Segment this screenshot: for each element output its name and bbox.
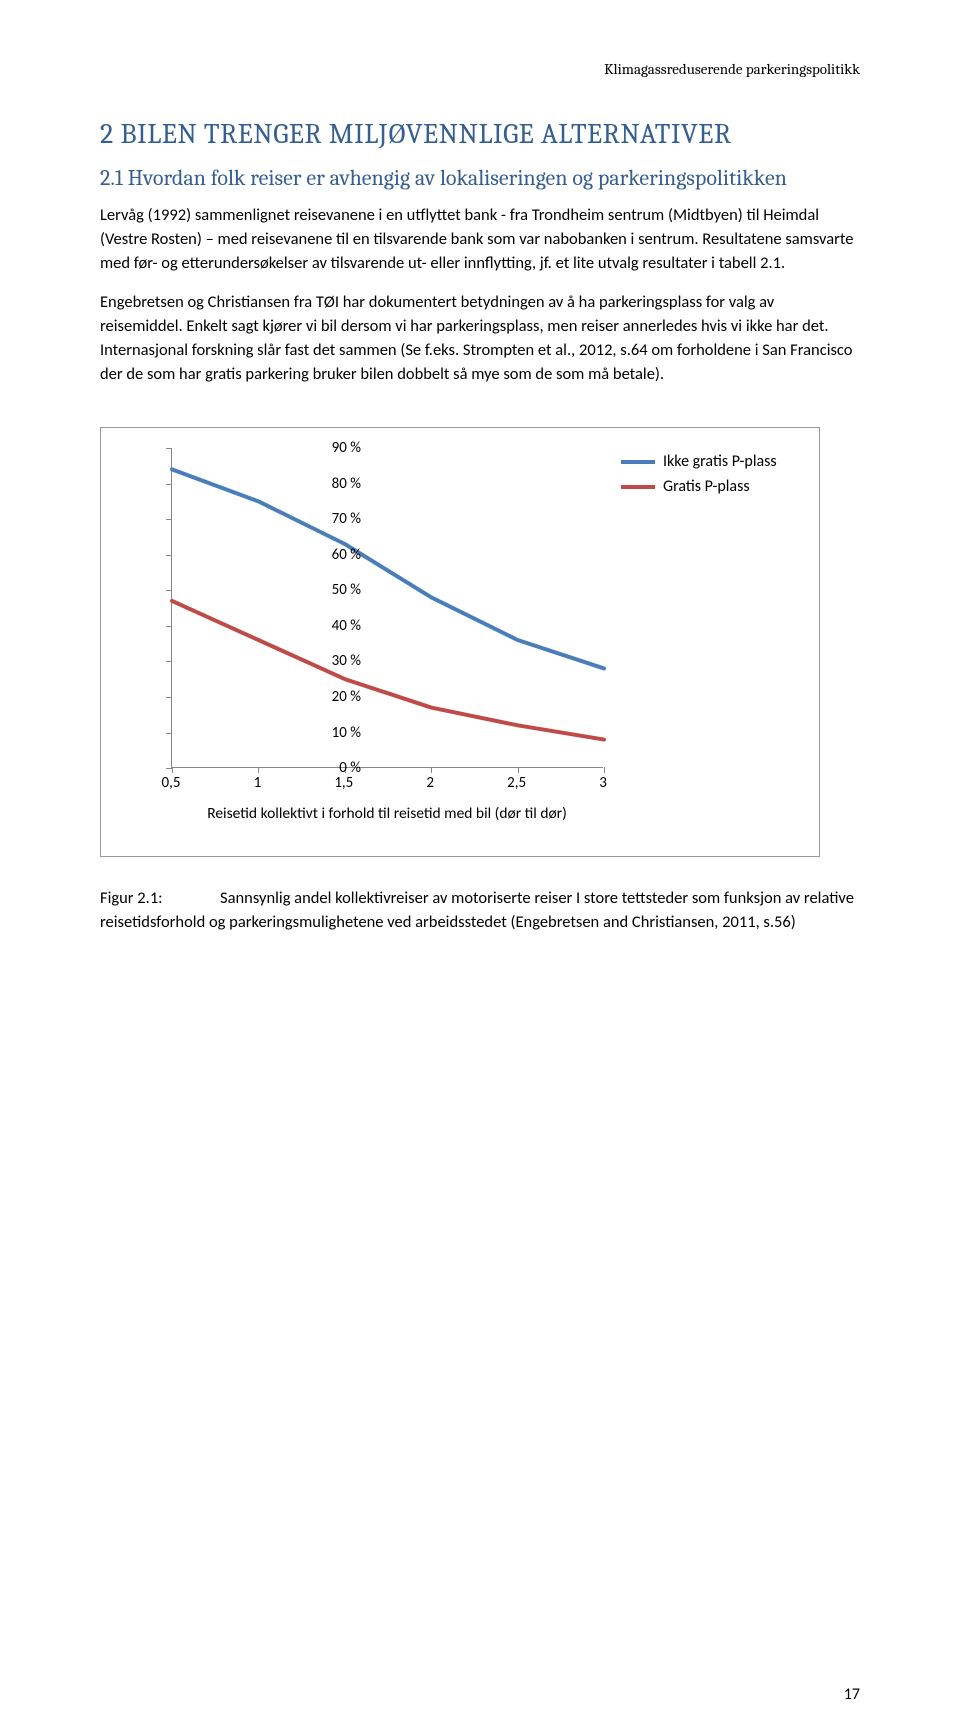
running-head: Klimagassreduserende parkeringspolitikk bbox=[100, 60, 860, 78]
x-tick bbox=[172, 767, 173, 773]
legend-label-2: Gratis P-plass bbox=[663, 477, 750, 496]
x-tick bbox=[431, 767, 432, 773]
y-tick bbox=[166, 484, 172, 485]
y-tick-label: 80 % bbox=[311, 475, 361, 493]
x-tick bbox=[258, 767, 259, 773]
x-tick bbox=[604, 767, 605, 773]
paragraph-1: Lervåg (1992) sammenlignet reisevanene i… bbox=[100, 204, 860, 276]
y-tick bbox=[166, 590, 172, 591]
y-tick-label: 20 % bbox=[311, 688, 361, 706]
x-tick-label: 3 bbox=[599, 774, 607, 792]
y-tick bbox=[166, 661, 172, 662]
y-tick bbox=[166, 733, 172, 734]
page-number: 17 bbox=[844, 1685, 860, 1704]
y-tick bbox=[166, 448, 172, 449]
y-tick-label: 70 % bbox=[311, 510, 361, 528]
x-tick-label: 1,5 bbox=[334, 774, 353, 792]
chart-plot-area bbox=[171, 448, 603, 768]
legend-item-2: Gratis P-plass bbox=[621, 477, 777, 496]
figure-caption: Figur 2.1:Sannsynlig andel kollektivreis… bbox=[100, 887, 860, 935]
legend-swatch-2 bbox=[621, 485, 655, 489]
subsection-heading: 2.1 Hvordan folk reiser er avhengig av l… bbox=[100, 164, 860, 194]
figure-label: Figur 2.1: bbox=[100, 887, 220, 911]
x-tick-label: 2,5 bbox=[507, 774, 526, 792]
chart-lines-svg bbox=[172, 448, 604, 768]
y-tick-label: 90 % bbox=[311, 439, 361, 457]
x-tick-label: 0,5 bbox=[162, 774, 181, 792]
legend-swatch-1 bbox=[621, 460, 655, 464]
x-tick-label: 1 bbox=[254, 774, 262, 792]
y-tick-label: 10 % bbox=[311, 724, 361, 742]
y-tick-label: 60 % bbox=[311, 546, 361, 564]
x-tick-label: 2 bbox=[426, 774, 434, 792]
x-tick bbox=[518, 767, 519, 773]
line-chart: Ikke gratis P-plass Gratis P-plass Reise… bbox=[100, 427, 820, 857]
y-tick-label: 50 % bbox=[311, 581, 361, 599]
chart-legend: Ikke gratis P-plass Gratis P-plass bbox=[621, 452, 777, 502]
legend-item-1: Ikke gratis P-plass bbox=[621, 452, 777, 471]
y-tick bbox=[166, 519, 172, 520]
y-tick-label: 40 % bbox=[311, 617, 361, 635]
chart-x-axis-title: Reisetid kollektivt i forhold til reiset… bbox=[171, 804, 603, 823]
y-tick bbox=[166, 626, 172, 627]
section-heading: 2 BILEN TRENGER MILJØVENNLIGE ALTERNATIV… bbox=[100, 118, 860, 150]
paragraph-2: Engebretsen og Christiansen fra TØI har … bbox=[100, 291, 860, 387]
y-tick-label: 30 % bbox=[311, 652, 361, 670]
y-tick bbox=[166, 555, 172, 556]
legend-label-1: Ikke gratis P-plass bbox=[663, 452, 777, 471]
y-tick bbox=[166, 697, 172, 698]
